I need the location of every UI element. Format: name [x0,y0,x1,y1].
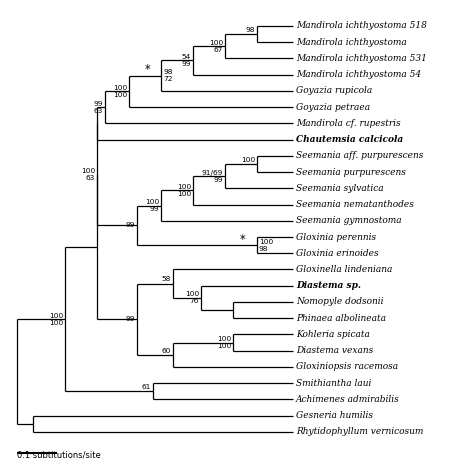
Text: Chautemsia calcicola: Chautemsia calcicola [296,135,403,144]
Text: Seemania nematanthodes: Seemania nematanthodes [296,200,414,209]
Text: Mandirola ichthyostoma: Mandirola ichthyostoma [296,37,407,46]
Text: Seemania aff. purpurescens: Seemania aff. purpurescens [296,151,423,160]
Text: 98
72: 98 72 [163,69,173,82]
Text: Kohleria spicata: Kohleria spicata [296,330,370,339]
Text: 100
76: 100 76 [185,292,199,304]
Text: 100: 100 [241,156,255,163]
Text: 100
99: 100 99 [145,199,159,212]
Text: 100
100: 100 100 [49,312,64,326]
Text: 0.1 subtitutions/site: 0.1 subtitutions/site [18,451,101,460]
Text: 58: 58 [162,276,171,283]
Text: 60: 60 [162,347,171,354]
Text: Mandirola ichthyostoma 518: Mandirola ichthyostoma 518 [296,21,427,30]
Text: 99: 99 [126,222,135,228]
Text: Gloxiniopsis racemosa: Gloxiniopsis racemosa [296,363,398,372]
Text: *: * [145,64,150,76]
Text: Gloxinella lindeniana: Gloxinella lindeniana [296,265,392,274]
Text: Phinaea albolineata: Phinaea albolineata [296,314,386,323]
Text: 61: 61 [142,384,151,390]
Text: 100
100: 100 100 [177,184,191,197]
Text: 100
67: 100 67 [209,39,223,53]
Text: Gesneria humilis: Gesneria humilis [296,411,373,420]
Text: Seemania sylvatica: Seemania sylvatica [296,184,384,193]
Text: 99
63: 99 63 [94,101,103,114]
Text: 99: 99 [126,316,135,322]
Text: Seemania purpurescens: Seemania purpurescens [296,167,406,176]
Text: Seemania gymnostoma: Seemania gymnostoma [296,216,402,225]
Text: Gloxinia perennis: Gloxinia perennis [296,233,376,241]
Text: 54
99: 54 99 [182,54,191,67]
Text: Mandirola ichthyostoma 531: Mandirola ichthyostoma 531 [296,54,427,63]
Text: 100
63: 100 63 [81,168,95,181]
Text: Achimenes admirabilis: Achimenes admirabilis [296,395,400,404]
Text: 100
100: 100 100 [113,85,127,98]
Text: 98: 98 [246,27,255,33]
Text: 100
98: 100 98 [259,238,273,252]
Text: Goyazia rupicola: Goyazia rupicola [296,86,373,95]
Text: *: * [240,233,246,246]
Text: Diastema vexans: Diastema vexans [296,346,374,355]
Text: Gloxinia erinoides: Gloxinia erinoides [296,249,379,258]
Text: 100
100: 100 100 [217,336,231,349]
Text: Mandirola cf. rupestris: Mandirola cf. rupestris [296,119,401,128]
Text: Goyazia petraea: Goyazia petraea [296,102,370,111]
Text: Diastema sp.: Diastema sp. [296,281,361,290]
Text: Nomopyle dodsonii: Nomopyle dodsonii [296,298,383,307]
Text: 91/69
99: 91/69 99 [201,170,223,182]
Text: Rhytidophyllum vernicosum: Rhytidophyllum vernicosum [296,428,423,437]
Text: Smithiantha laui: Smithiantha laui [296,379,372,388]
Text: Mandirola ichthyostoma 54: Mandirola ichthyostoma 54 [296,70,421,79]
